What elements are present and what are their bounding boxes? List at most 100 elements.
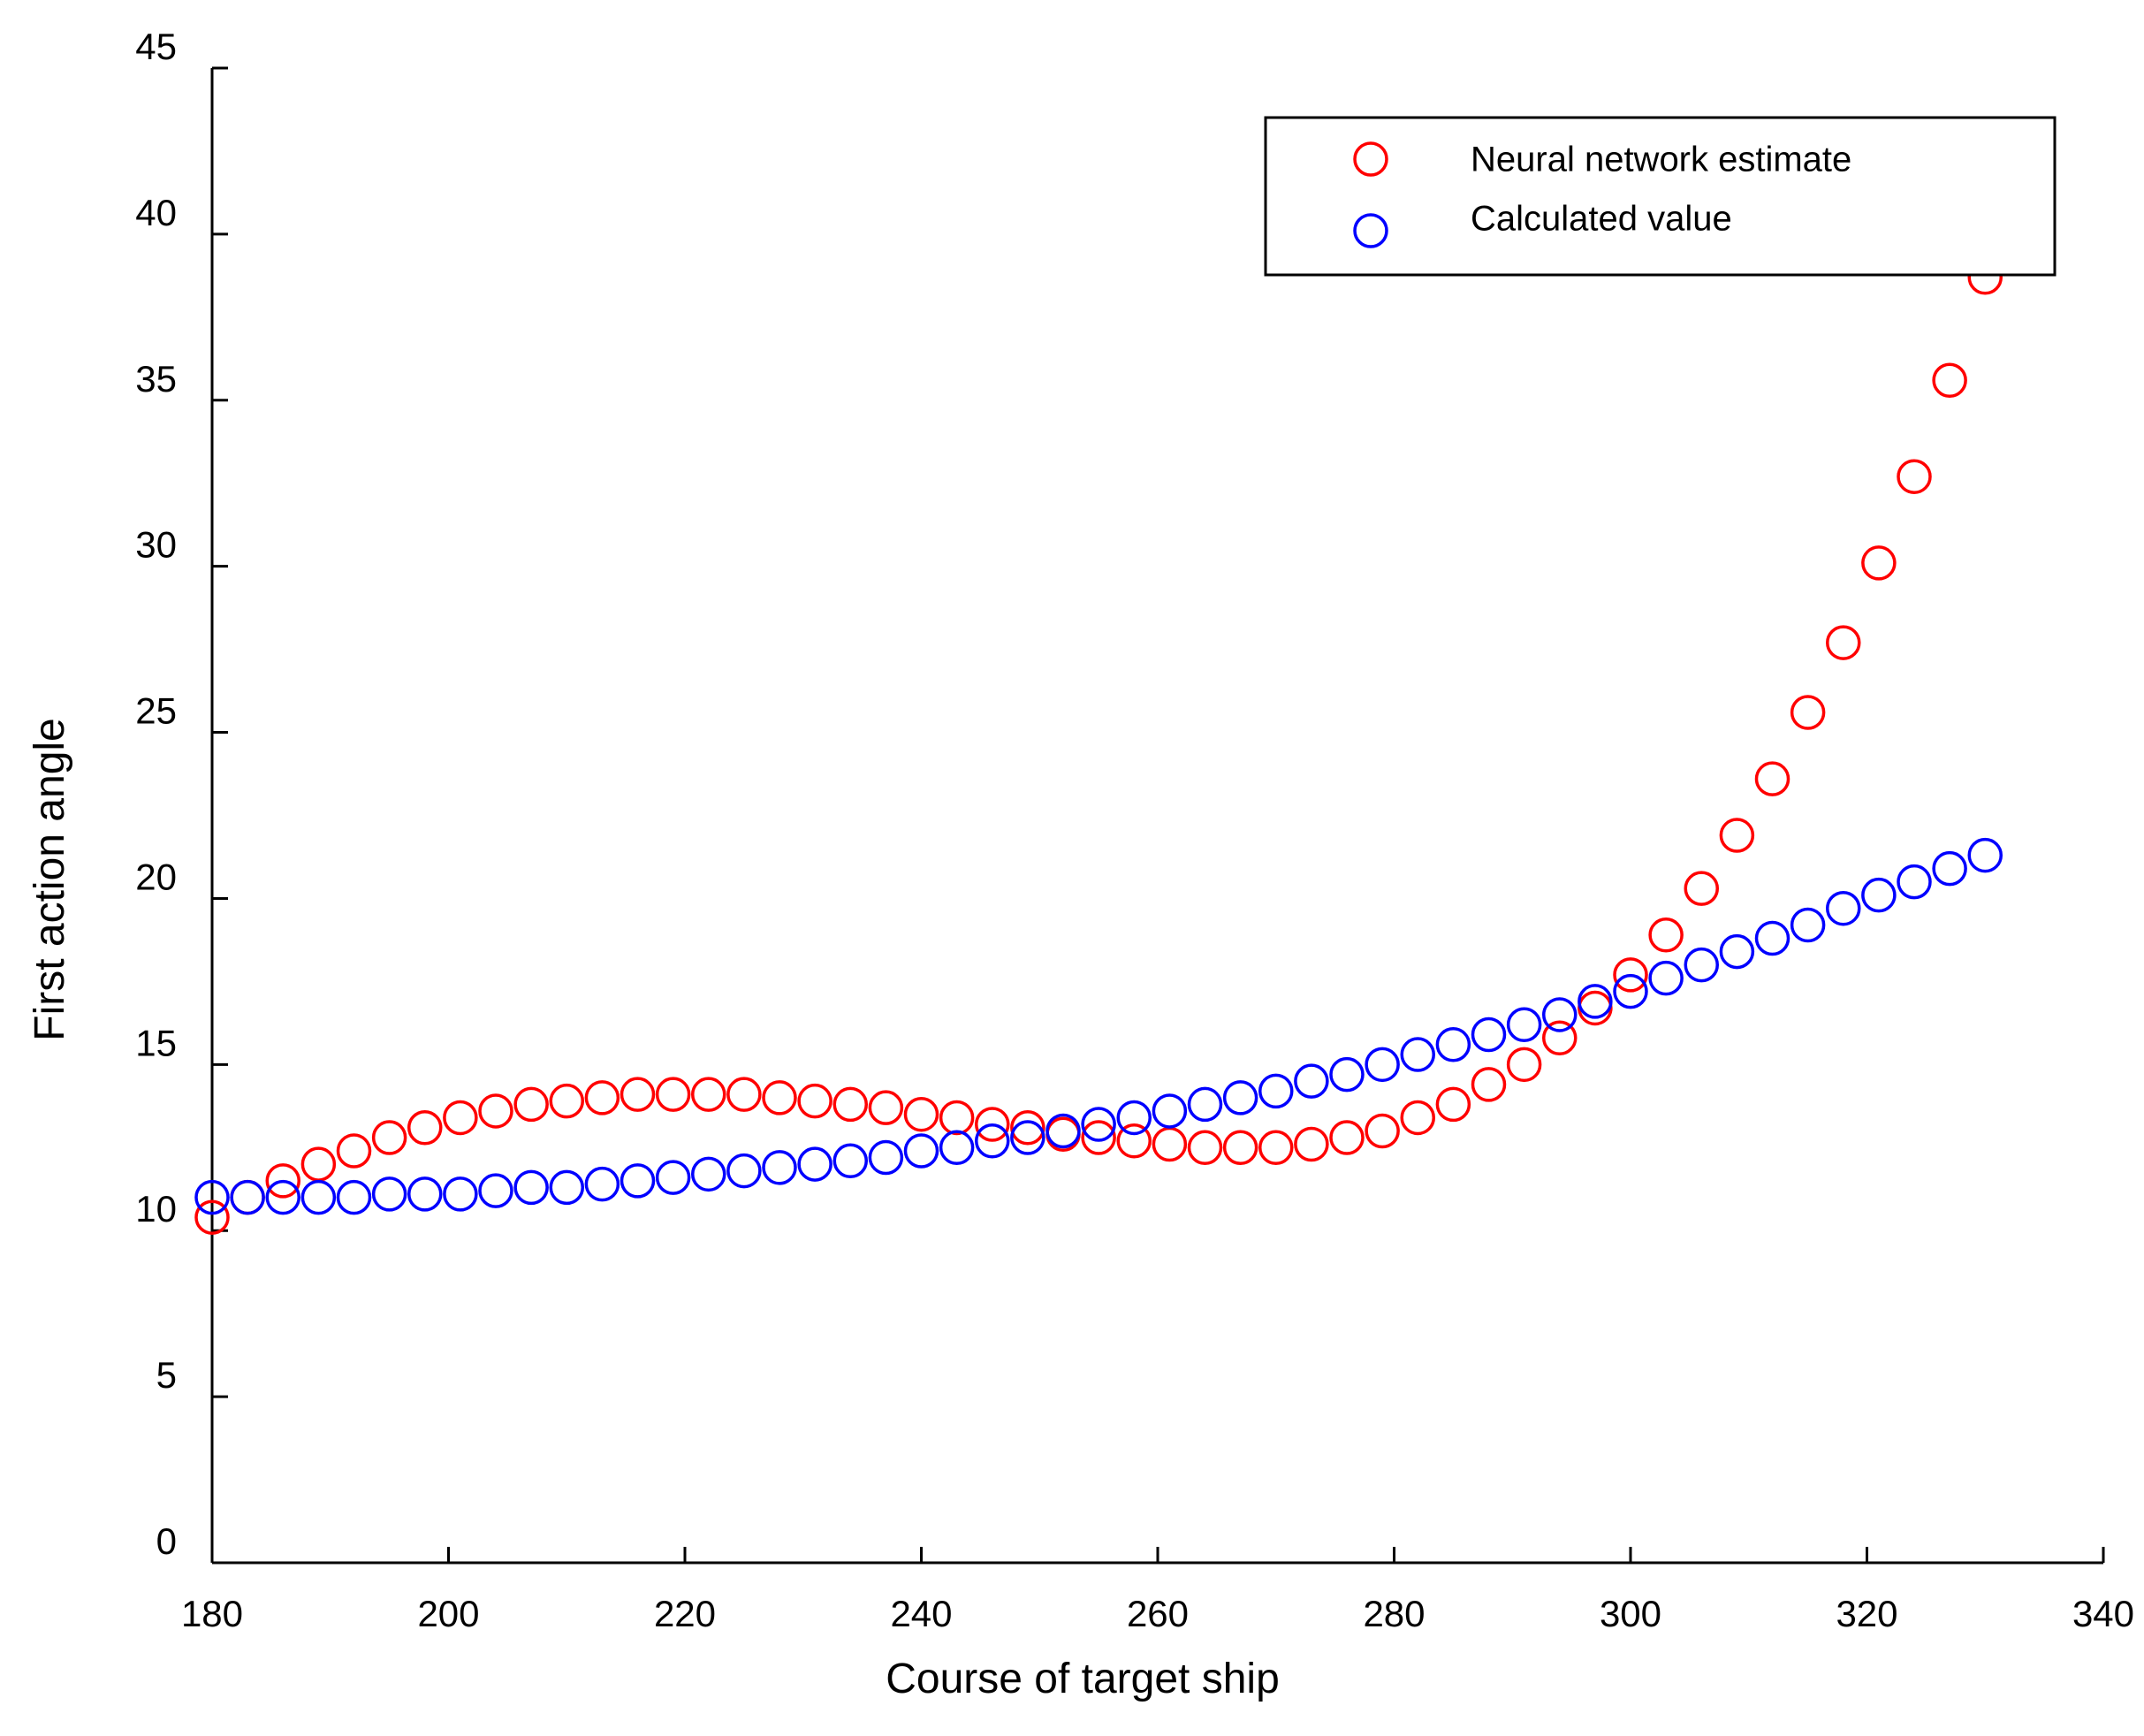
x-tick-label: 320 xyxy=(1836,1593,1897,1634)
data-point xyxy=(1365,1113,1400,1149)
data-point xyxy=(1897,459,1932,494)
y-tick-label: 25 xyxy=(135,690,177,732)
data-point xyxy=(868,1090,904,1125)
data-point xyxy=(1116,1123,1152,1159)
data-point xyxy=(513,1086,549,1123)
y-tick-label: 20 xyxy=(135,856,177,897)
data-point xyxy=(975,1107,1010,1142)
data-point xyxy=(230,1179,265,1215)
data-point xyxy=(1187,1130,1223,1166)
data-point xyxy=(1116,1100,1152,1136)
data-point xyxy=(1684,947,1719,983)
data-point xyxy=(1010,1109,1045,1146)
data-points xyxy=(194,259,2003,1235)
data-point xyxy=(300,1146,337,1182)
data-point xyxy=(371,1120,407,1155)
data-point xyxy=(1329,1056,1365,1093)
data-point xyxy=(1613,973,1648,1009)
data-point xyxy=(1152,1126,1188,1162)
data-point xyxy=(1861,545,1897,581)
data-point xyxy=(1648,917,1684,953)
axes: 180 200 220 240 260 280 300 320 340 0 5 10 15 20 25 30 3… xyxy=(135,26,2134,1634)
data-point xyxy=(1010,1120,1045,1155)
data-point xyxy=(300,1179,337,1215)
data-point xyxy=(1506,1007,1542,1042)
x-tick-label: 280 xyxy=(1363,1593,1425,1634)
data-point xyxy=(549,1169,584,1206)
x-tick-label: 340 xyxy=(2072,1593,2134,1634)
data-point xyxy=(1400,1037,1435,1072)
data-point xyxy=(1542,997,1578,1032)
y-tick-label: 0 xyxy=(156,1520,177,1562)
data-point xyxy=(762,1080,797,1115)
y-tick-label: 30 xyxy=(135,524,177,566)
data-point xyxy=(443,1176,478,1212)
data-point xyxy=(1578,984,1613,1019)
data-point xyxy=(194,1179,230,1215)
x-tick-label: 240 xyxy=(890,1593,952,1634)
data-point xyxy=(1471,1067,1507,1102)
data-point xyxy=(1045,1113,1081,1149)
data-point xyxy=(797,1146,833,1182)
data-point xyxy=(1081,1120,1116,1155)
data-point xyxy=(1506,1047,1542,1083)
data-point xyxy=(1754,761,1790,796)
data-point xyxy=(1790,907,1826,943)
data-point xyxy=(1542,1020,1578,1056)
data-point xyxy=(1684,871,1719,906)
data-point xyxy=(1222,1080,1258,1115)
data-point xyxy=(1967,837,2003,873)
data-point xyxy=(691,1156,726,1192)
legend: Neural network estimate Calculated value xyxy=(1264,116,2057,277)
data-point xyxy=(1790,695,1826,730)
data-point xyxy=(620,1077,656,1112)
legend-label-neural-network-estimate: Neural network estimate xyxy=(1471,141,1851,179)
data-point xyxy=(691,1077,726,1112)
data-point xyxy=(833,1143,868,1179)
data-point xyxy=(1648,960,1684,996)
y-tick-label: 35 xyxy=(135,358,177,400)
y-tick-label: 10 xyxy=(135,1188,177,1230)
data-point xyxy=(1294,1063,1329,1099)
x-tick-label: 200 xyxy=(417,1593,479,1634)
data-point xyxy=(1719,933,1755,970)
x-tick-label: 260 xyxy=(1127,1593,1189,1634)
series-0 xyxy=(194,259,2003,1235)
data-point xyxy=(336,1179,372,1215)
data-point xyxy=(407,1176,443,1212)
data-point xyxy=(939,1100,975,1136)
data-point xyxy=(939,1130,975,1166)
data-point xyxy=(1932,850,1967,887)
data-point xyxy=(1861,877,1897,913)
data-point xyxy=(1897,864,1932,900)
data-point xyxy=(903,1133,939,1169)
x-axis-label: Course of target ship xyxy=(886,1656,1280,1702)
data-point xyxy=(833,1086,868,1123)
data-point xyxy=(478,1173,513,1208)
data-point xyxy=(797,1083,833,1119)
data-point xyxy=(620,1163,656,1199)
data-point xyxy=(513,1169,549,1206)
data-point xyxy=(655,1160,691,1195)
data-point xyxy=(1294,1126,1329,1162)
data-point xyxy=(1932,362,1967,398)
series-1 xyxy=(194,837,2003,1215)
y-tick-label: 15 xyxy=(135,1022,177,1063)
data-point xyxy=(903,1096,939,1132)
legend-label-calculated-value: Calculated value xyxy=(1471,200,1732,239)
data-point xyxy=(1187,1086,1223,1123)
data-point xyxy=(1471,1016,1507,1053)
data-point xyxy=(1826,890,1861,926)
y-tick-label: 5 xyxy=(156,1354,177,1396)
data-point xyxy=(1365,1047,1400,1083)
y-axis-label: First action angle xyxy=(27,718,73,1041)
data-point xyxy=(1222,1130,1258,1166)
data-point xyxy=(194,1199,230,1235)
legend-box xyxy=(1264,116,2057,277)
data-point xyxy=(584,1080,620,1115)
data-point xyxy=(975,1123,1010,1159)
data-point xyxy=(478,1093,513,1129)
data-point xyxy=(1754,920,1790,956)
data-point xyxy=(762,1150,797,1185)
